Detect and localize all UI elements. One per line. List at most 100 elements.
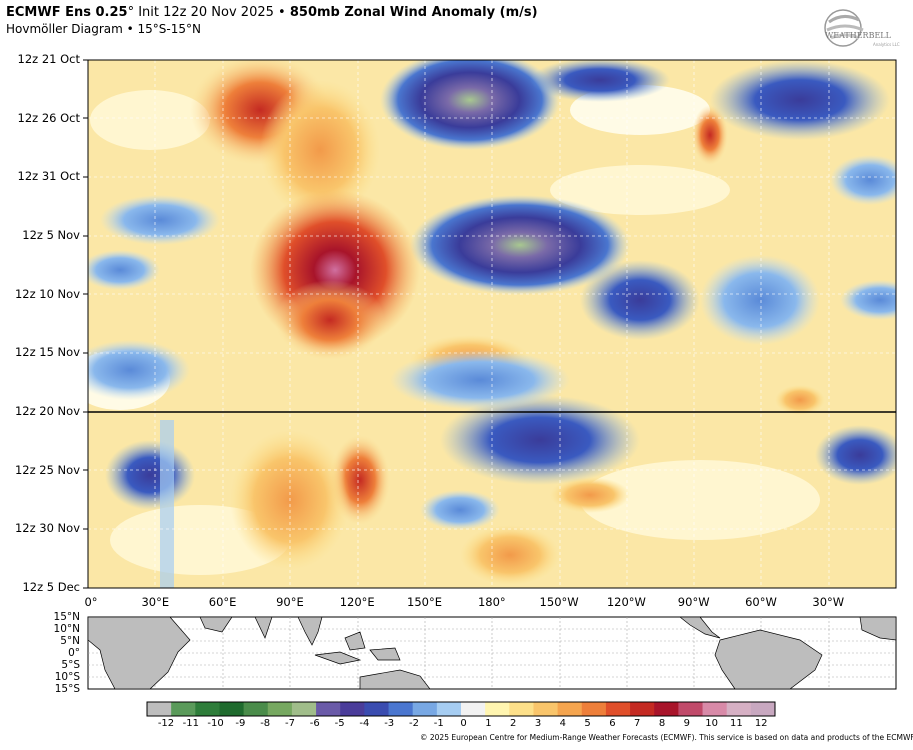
x-tick-label: 90°E <box>276 595 304 609</box>
colorbar-label: -2 <box>409 718 419 729</box>
colorbar-swatch <box>485 702 510 716</box>
colorbar-label: -12 <box>157 718 175 729</box>
colorbar-swatch <box>533 702 559 716</box>
latitude-label: 5°S <box>61 659 80 671</box>
svg-text:Analytics LLC: Analytics LLC <box>873 42 900 47</box>
colorbar-label: -4 <box>359 718 370 729</box>
colorbar-label: 4 <box>559 718 566 729</box>
copyright-notice: © 2025 European Centre for Medium-Range … <box>420 733 913 742</box>
x-tick-label: 150°W <box>539 595 579 609</box>
colorbar-swatch <box>581 702 607 716</box>
grid-lines <box>88 60 896 588</box>
colorbar-label: -3 <box>384 718 395 729</box>
y-tick-label: 12z 20 Nov <box>14 404 80 419</box>
west-africa-landmass <box>859 616 897 641</box>
colorbar-swatch <box>388 702 414 716</box>
x-tick-label: 30°W <box>812 595 845 609</box>
model-name: ECMWF Ens 0.25 <box>6 5 128 20</box>
colorbar-label: 5 <box>584 718 591 729</box>
y-tick-label: 12z 5 Nov <box>22 228 80 242</box>
y-tick-label: 12z 5 Dec <box>22 580 80 595</box>
colorbar-swatch <box>678 702 704 716</box>
colorbar-label: -1 <box>433 718 444 729</box>
colorbar-swatch <box>702 702 728 716</box>
australia-landmass <box>359 669 431 690</box>
x-tick-label: 120°E <box>339 595 375 609</box>
colorbar-swatch <box>654 702 679 716</box>
latitude-label: 0° <box>68 647 80 659</box>
latitude-label: 10°N <box>53 623 80 635</box>
latitude-label: 10°S <box>54 671 80 683</box>
latitude-label: 15°S <box>54 683 80 695</box>
colorbar-label: 10 <box>705 718 718 729</box>
plot-frame <box>87 59 897 589</box>
weatherbell-logo: WEATHERBELL Analytics LLC <box>824 9 900 47</box>
colorbar-swatch <box>219 702 245 716</box>
colorbar-swatch <box>557 702 583 716</box>
colorbar-label: -10 <box>207 718 224 729</box>
colorbar-swatch <box>147 702 172 716</box>
colorbar-label: -11 <box>182 718 199 729</box>
x-tick-label: 180° <box>477 595 506 609</box>
colorbar-swatch <box>630 702 655 716</box>
y-tick-label: 12z 31 Oct <box>17 169 81 184</box>
x-tick-label: 150°E <box>407 595 442 609</box>
colorbar-swatch <box>291 702 317 716</box>
arabia-landmass <box>199 616 233 633</box>
y-tick-label: 12z 30 Nov <box>14 521 80 536</box>
colorbar-swatch <box>171 702 196 716</box>
latitude-label: 5°N <box>60 635 80 647</box>
colorbar-swatch <box>726 702 752 716</box>
colorbar-swatch <box>461 702 486 716</box>
y-tick-label: 12z 10 Nov <box>14 286 80 301</box>
colorbar-swatch <box>412 702 438 716</box>
colorbar-swatch <box>340 702 365 716</box>
colorbar-label: 11 <box>730 718 743 729</box>
y-tick-label: 12z 15 Nov <box>14 345 80 360</box>
colorbar-label: -5 <box>334 718 345 729</box>
y-tick-label: 12z 25 Nov <box>14 462 80 477</box>
south-america-landmass <box>714 629 823 690</box>
colorbar-label: -6 <box>309 718 320 729</box>
colorbar-swatch <box>195 702 220 716</box>
x-tick-label: 30°E <box>141 595 170 609</box>
colorbar-label: 0 <box>460 718 467 729</box>
y-tick-label: 12z 21 Oct <box>17 52 81 66</box>
world-map <box>87 616 897 690</box>
indonesia-landmass <box>314 631 401 665</box>
colorbar-label: 8 <box>658 718 666 729</box>
colorbar-swatch <box>750 702 776 716</box>
colorbar-label: 7 <box>634 718 641 729</box>
colorbar-swatch <box>243 702 269 716</box>
svg-text:WEATHERBELL: WEATHERBELL <box>825 31 892 40</box>
y-ticks <box>83 59 88 589</box>
x-tick-label: 90°W <box>677 595 710 609</box>
chart-subtitle: Hovmöller Diagram • 15°S-15°N <box>6 22 201 36</box>
y-tick-label: 12z 26 Oct <box>17 110 81 125</box>
colorbar-label: 6 <box>609 718 616 729</box>
colorbar-swatch <box>316 702 341 716</box>
southeast-asia-landmass <box>297 616 323 646</box>
x-tick-label: 60°W <box>745 595 777 609</box>
x-tick-label: 60°E <box>208 595 237 609</box>
colorbar-swatch <box>364 702 390 716</box>
colorbar <box>146 701 776 717</box>
x-tick-label: 120°W <box>606 595 646 609</box>
latitude-label: 15°N <box>53 611 80 623</box>
central-america-landmass <box>679 616 721 639</box>
india-landmass <box>254 616 273 639</box>
chart-title: ECMWF Ens 0.25° Init 12z 20 Nov 2025 • 8… <box>6 5 538 20</box>
colorbar-label: 2 <box>510 718 517 729</box>
colorbar-label: -8 <box>260 718 271 729</box>
init-time: Init 12z 20 Nov 2025 <box>138 5 274 20</box>
colorbar-swatch <box>605 702 631 716</box>
colorbar-label: -9 <box>235 718 246 729</box>
x-tick-label: 0° <box>84 595 98 609</box>
colorbar-swatch <box>509 702 534 716</box>
colorbar-label: -7 <box>285 718 295 729</box>
colorbar-label: 12 <box>754 718 768 729</box>
colorbar-label: 1 <box>485 718 492 729</box>
colorbar-swatch <box>436 702 462 716</box>
colorbar-swatch <box>267 702 293 716</box>
